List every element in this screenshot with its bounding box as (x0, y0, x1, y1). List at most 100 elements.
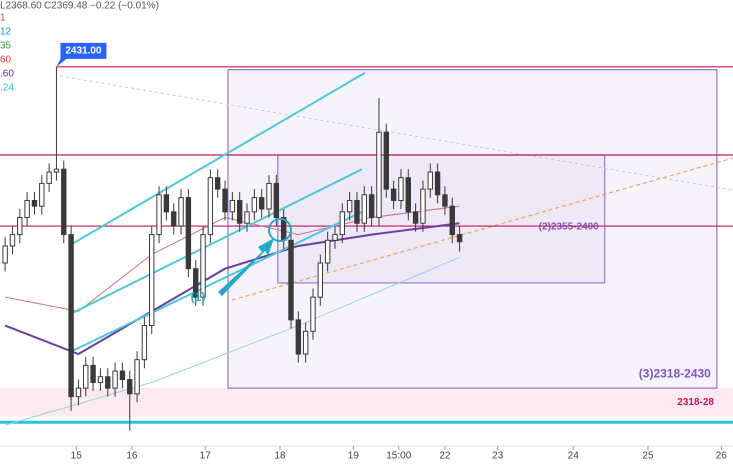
candle-body (302, 330, 309, 355)
candle-body (24, 199, 30, 219)
header-0: L2368.60 (0, 1, 42, 12)
candle-body (442, 194, 448, 207)
candle-body (68, 234, 74, 398)
candle-body (178, 197, 184, 227)
annotation: (1) (191, 290, 206, 304)
x-tick-label: 17 (200, 451, 212, 462)
x-tick-label: 22 (439, 451, 451, 462)
candle-body (376, 131, 382, 219)
candle-body (171, 211, 177, 227)
x-tick-label: 15:00 (386, 451, 411, 462)
zone-box (277, 154, 606, 284)
candle-body (61, 168, 67, 236)
candle-body (2, 245, 8, 264)
candle-body (368, 194, 375, 219)
channel-line (69, 210, 363, 353)
candle-body (361, 194, 368, 224)
highlight-circle (268, 218, 292, 242)
foreground-layer: 2318-28 (2)2355-2400 (3)2318-2430 2431.00 (0, 42, 733, 431)
band-label: 2318-28 (677, 397, 714, 408)
candle-body (236, 199, 243, 224)
candle-body (156, 194, 162, 236)
channel-line (69, 71, 366, 246)
candle-body (449, 205, 455, 236)
candle-body (258, 197, 265, 210)
candle-body (288, 239, 294, 321)
candle-body (53, 168, 60, 173)
candle-body (46, 171, 52, 184)
candle-body (97, 376, 104, 383)
candle-body (390, 188, 397, 201)
candle-body (339, 211, 346, 236)
candle-body (324, 239, 331, 264)
candle-body (90, 364, 96, 383)
candle-body (332, 234, 338, 241)
candle-body (420, 188, 426, 224)
candle-body (398, 177, 404, 201)
candle-body (317, 262, 324, 298)
trend-line-orange (231, 157, 733, 301)
candle-body (200, 234, 206, 298)
candle-body (112, 370, 118, 389)
x-tick-label: 23 (492, 451, 504, 462)
legend-fragment: 60 (0, 55, 12, 66)
price-callout-label: 2431.00 (65, 45, 102, 56)
price-callout (56, 42, 107, 67)
legend-fragment: 35 (0, 41, 12, 52)
x-tick-label: 19 (348, 451, 360, 462)
header-2: −0.22 (−0.01%) (90, 1, 159, 12)
candle-body (31, 199, 38, 207)
candle-body (229, 199, 236, 213)
candle-body (346, 199, 353, 213)
candle-body (215, 177, 221, 190)
legend-fragment: 12 (0, 27, 12, 38)
x-tick-label: 24 (568, 451, 580, 462)
candle-body (434, 171, 441, 196)
arrow (218, 238, 274, 296)
candle-body (163, 194, 170, 213)
candle-body (119, 370, 126, 381)
candle-body (310, 296, 316, 332)
x-tick-label: 15 (71, 451, 83, 462)
support-band (0, 388, 733, 417)
candle-body (185, 197, 192, 270)
candle-body (456, 234, 463, 243)
candle-body (9, 234, 16, 247)
candle-body (207, 177, 214, 236)
zone-label: (2)2355-2400 (539, 222, 599, 233)
x-tick-label: 16 (126, 451, 138, 462)
legend-fragment: .24 (0, 83, 14, 94)
candle-body (83, 364, 89, 389)
candle-body (141, 325, 148, 361)
candle-body (127, 379, 133, 395)
candle-body (105, 376, 111, 389)
candle-body (222, 188, 228, 213)
candle-body (251, 197, 258, 213)
x-tick-label: 26 (716, 451, 728, 462)
candle-body (405, 177, 411, 213)
background-layer (0, 69, 733, 417)
candle-body (354, 199, 360, 224)
zone-label: (3)2318-2430 (639, 366, 711, 380)
candle-body (193, 268, 199, 298)
candle-body (273, 182, 280, 219)
candle-body (244, 211, 250, 224)
candle-body (39, 182, 45, 207)
candle-body (266, 182, 272, 210)
channel-line (69, 168, 363, 316)
candle-body (427, 171, 433, 190)
x-tick-label: 18 (274, 451, 286, 462)
candle-body (134, 359, 140, 395)
candle-body (383, 131, 389, 190)
candle-body (295, 319, 302, 355)
legend-fragment: .60 (0, 69, 14, 80)
x-tick-label: 25 (642, 451, 654, 462)
zone-box (227, 69, 718, 389)
legend-fragment: 1 (0, 13, 6, 24)
candle-body (149, 234, 155, 327)
candle-body (17, 217, 23, 236)
candle-body (412, 211, 419, 224)
candle-body (75, 387, 82, 398)
moving-average (4, 222, 460, 356)
